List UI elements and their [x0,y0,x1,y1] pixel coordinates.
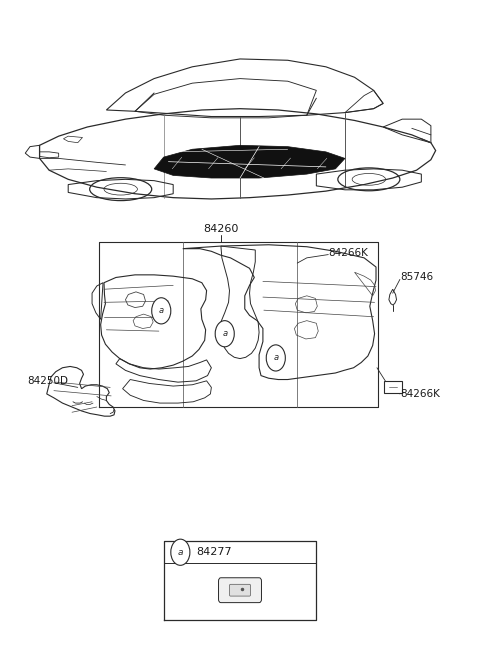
Text: a: a [159,306,164,315]
Text: 84266K: 84266K [400,389,440,399]
Text: 84260: 84260 [203,223,239,234]
FancyBboxPatch shape [229,584,251,596]
Text: a: a [273,353,278,363]
Text: 85746: 85746 [400,273,433,283]
Text: a: a [178,548,183,556]
Text: 84266K: 84266K [328,248,368,258]
Text: a: a [222,329,228,338]
Circle shape [171,539,190,565]
FancyBboxPatch shape [384,382,402,394]
Polygon shape [154,145,345,178]
Text: 84277: 84277 [197,547,232,557]
Circle shape [215,321,234,347]
Circle shape [266,345,285,371]
Text: 84250D: 84250D [28,376,69,386]
Circle shape [152,298,171,324]
FancyBboxPatch shape [218,578,262,602]
